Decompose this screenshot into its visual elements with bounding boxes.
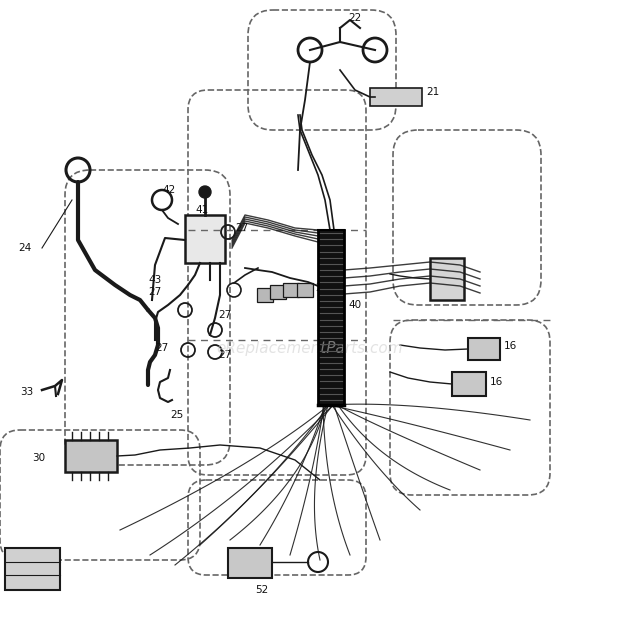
Circle shape	[199, 186, 211, 198]
Bar	[468, 338, 500, 360]
Bar	[297, 283, 313, 297]
Bar	[185, 215, 225, 263]
Bar	[370, 88, 422, 106]
Text: 42: 42	[162, 185, 175, 195]
Bar	[318, 230, 344, 405]
Text: 27: 27	[218, 310, 231, 320]
Bar	[430, 258, 464, 300]
Bar	[270, 285, 286, 299]
Bar	[65, 440, 117, 472]
Text: 40: 40	[348, 300, 361, 310]
Text: 21: 21	[426, 87, 439, 97]
Text: 27: 27	[148, 287, 161, 297]
Bar	[5, 548, 60, 590]
Text: 16: 16	[490, 377, 503, 387]
Bar	[257, 288, 273, 302]
Text: 27: 27	[235, 223, 248, 233]
Text: 30: 30	[32, 453, 45, 463]
Bar	[283, 283, 299, 297]
Text: eReplacementParts.com: eReplacementParts.com	[216, 340, 404, 355]
Text: 27: 27	[155, 343, 168, 353]
Text: 33: 33	[20, 387, 33, 397]
Text: 25: 25	[170, 410, 184, 420]
Text: 41: 41	[195, 205, 208, 215]
Text: 52: 52	[255, 585, 268, 595]
Bar	[452, 372, 486, 396]
Text: 27: 27	[218, 350, 231, 360]
Bar	[228, 548, 272, 578]
Text: 22: 22	[348, 13, 361, 23]
Text: 26: 26	[315, 283, 328, 293]
Text: 43: 43	[148, 275, 161, 285]
Text: 16: 16	[504, 341, 517, 351]
Text: 24: 24	[18, 243, 31, 253]
